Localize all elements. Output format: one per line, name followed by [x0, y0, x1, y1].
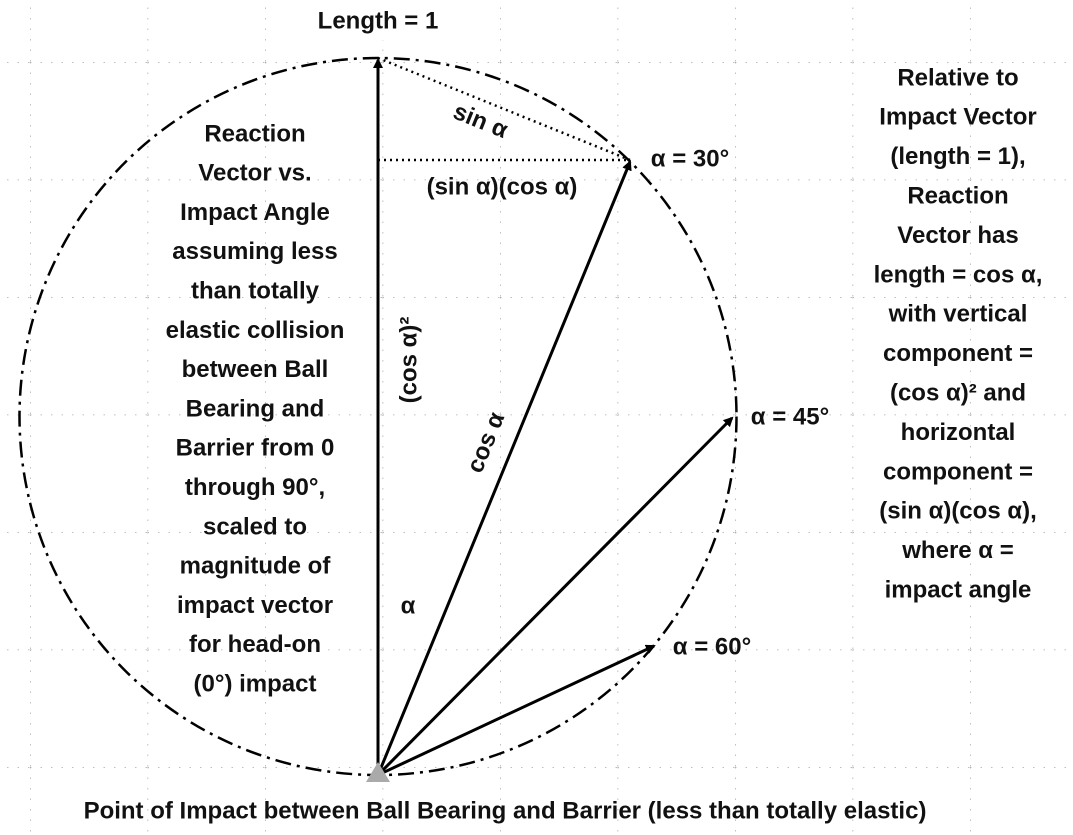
title-bg: [300, 6, 456, 40]
title: Length = 1: [318, 7, 439, 34]
alpha-label: α: [401, 592, 416, 619]
text-line: between Ball: [182, 356, 329, 383]
angle-45-label: α = 45°: [751, 403, 829, 430]
text-line: impact vector: [177, 592, 333, 619]
text-line: magnitude of: [180, 553, 332, 580]
text-line: (0°) impact: [194, 671, 317, 698]
vector-60: [377, 644, 656, 777]
text-line: through 90°,: [185, 474, 325, 501]
text-line: than totally: [191, 278, 320, 305]
text-line: component =: [883, 340, 1033, 367]
caption: Point of Impact between Ball Bearing and…: [84, 797, 927, 824]
impact-point: [366, 762, 390, 782]
sin-cos-label: (sin α)(cos α): [427, 173, 578, 200]
left-text: Reaction Vector vs. Impact Angle assuming l…: [166, 120, 345, 697]
text-line: horizontal: [901, 419, 1016, 446]
right-text: Relative to Impact Vector (length = 1), Rea…: [874, 64, 1043, 603]
angle-30-label: α = 30°: [651, 145, 729, 172]
vector-45: [376, 416, 734, 777]
text-line: scaled to: [203, 513, 307, 540]
text-line: Barrier from 0: [176, 435, 335, 462]
text-line: Vector has: [897, 222, 1018, 249]
text-line: assuming less: [172, 238, 337, 265]
text-line: elastic collision: [166, 317, 345, 344]
text-line: length = cos α,: [874, 261, 1043, 288]
text-line: (sin α)(cos α),: [879, 498, 1037, 525]
text-line: (length = 1),: [890, 143, 1025, 170]
text-line: for head-on: [189, 631, 321, 658]
text-line: where α =: [901, 537, 1013, 564]
text-line: Relative to: [897, 64, 1018, 91]
text-line: Vector vs.: [198, 160, 311, 187]
text-line: Reaction: [907, 183, 1008, 210]
angle-60-label: α = 60°: [673, 633, 751, 660]
text-line: Reaction: [204, 120, 305, 147]
text-line: component =: [883, 458, 1033, 485]
vector-30: [376, 160, 632, 776]
cos-sq-label: (cos α)²: [395, 317, 422, 404]
text-line: Impact Angle: [180, 199, 330, 226]
text-line: Impact Vector: [879, 104, 1036, 131]
text-line: (cos α)² and: [890, 380, 1026, 407]
text-line: impact angle: [885, 577, 1032, 604]
text-line: with vertical: [888, 301, 1028, 328]
text-line: Bearing and: [186, 395, 325, 422]
